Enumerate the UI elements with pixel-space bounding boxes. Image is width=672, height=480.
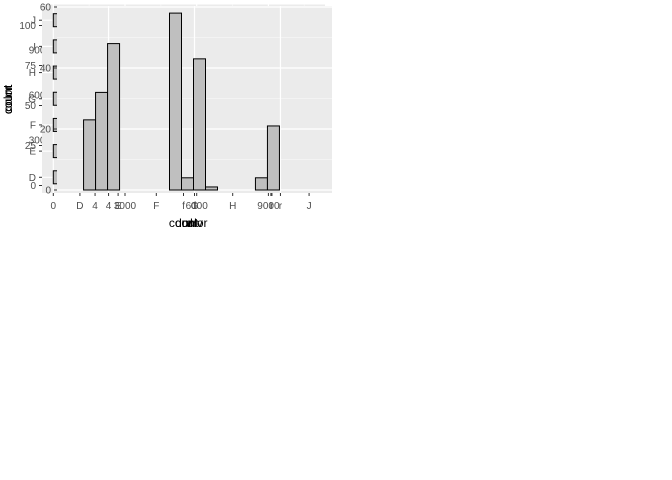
tick-label: E (115, 201, 122, 212)
bar (83, 119, 97, 191)
tick-label: G (28, 94, 36, 105)
bar (205, 186, 218, 191)
tick-label: 3000 (29, 136, 52, 147)
tick-label: f (182, 201, 185, 212)
bar (181, 177, 194, 191)
y-axis-title: count (1, 84, 15, 114)
tick-label: H (29, 68, 36, 79)
tick-label: 4 (106, 201, 112, 212)
bar (169, 12, 182, 191)
tick-label: 6000 (29, 91, 52, 102)
tick-label: 0 (30, 181, 36, 192)
x-axis-title: color (181, 216, 207, 230)
chart-drv-count-grouped-bar: 0 20 40 60 4 f r drv count (0, 0, 336, 240)
tick-label: 3000 (114, 201, 137, 212)
tick-label: D (76, 201, 83, 212)
y-axis-title: count (1, 84, 15, 114)
tick-label: I (33, 42, 36, 53)
tick-label: 75 (25, 61, 37, 72)
bar (254, 177, 268, 191)
tick-label: 0 (51, 201, 57, 212)
tick-label: 20 (40, 125, 52, 136)
x-axis-title: drv (175, 216, 192, 230)
tick-label: H (229, 201, 236, 212)
tick-label: F (153, 201, 159, 212)
x-axis-title: drv (186, 216, 203, 230)
tick-label: 25 (25, 141, 37, 152)
tick-label: J (31, 16, 36, 27)
tick-label: 40 (40, 64, 52, 75)
tick-label: 0 (45, 186, 51, 197)
tick-label: J (307, 201, 312, 212)
tick-label: r (270, 201, 274, 212)
tick-label: 60 (40, 3, 52, 14)
y-axis-title: count (1, 84, 15, 114)
bar (193, 58, 206, 191)
tick-label: E (29, 147, 36, 158)
tick-label: I (269, 201, 272, 212)
tick-label: F (30, 120, 36, 131)
tick-label: D (29, 173, 36, 184)
tick-label: 9000 (257, 201, 280, 212)
tick-label: 50 (25, 101, 37, 112)
tick-label: G (191, 201, 199, 212)
tick-label: 9000 (29, 46, 52, 57)
bar (266, 125, 280, 191)
bar (95, 91, 109, 191)
x-axis-title: count (169, 216, 199, 230)
bar (107, 43, 121, 191)
tick-label: r (279, 201, 283, 212)
tick-label: 6000 (186, 201, 209, 212)
y-axis-title: color (1, 86, 15, 112)
tick-label: 4 (92, 201, 98, 212)
tick-label: 100 (19, 21, 36, 32)
tick-label: f (193, 201, 196, 212)
